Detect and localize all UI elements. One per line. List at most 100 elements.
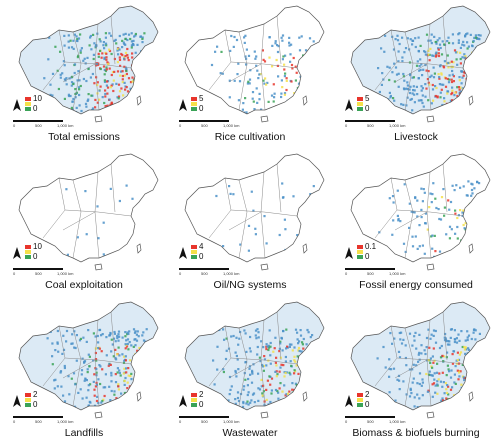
emission-cell: [235, 375, 238, 378]
emission-cell: [95, 371, 98, 374]
emission-cell: [284, 54, 287, 57]
emission-cell: [470, 253, 473, 256]
emission-cell: [131, 197, 134, 200]
emission-cell: [434, 341, 438, 344]
emission-cell: [420, 110, 423, 114]
emission-cell: [474, 377, 478, 380]
emission-cell: [282, 407, 286, 410]
legend-colorbar: [25, 245, 31, 261]
emission-cell: [278, 350, 281, 353]
emission-cell: [67, 94, 71, 98]
emission-cell: [251, 112, 254, 114]
emission-cell: [295, 393, 298, 396]
emission-cell: [74, 408, 77, 410]
emission-cell: [469, 240, 472, 243]
emission-cell: [471, 82, 474, 86]
emission-cell: [468, 81, 471, 84]
emission-cell: [414, 45, 417, 49]
emission-cell: [383, 50, 386, 53]
emission-cell: [440, 344, 443, 348]
emission-cell: [444, 332, 447, 336]
emission-cell: [123, 383, 126, 386]
emission-cell: [421, 101, 424, 105]
emission-cell: [430, 42, 433, 45]
emission-cell: [479, 34, 482, 37]
emission-cell: [476, 342, 479, 345]
emission-cell: [441, 40, 444, 43]
emission-cell: [93, 42, 96, 45]
emission-cell: [285, 399, 288, 402]
emission-cell: [296, 402, 299, 406]
emission-cell: [277, 391, 280, 394]
emission-cell: [129, 96, 132, 99]
emission-cell: [448, 370, 451, 373]
emission-cell: [272, 350, 275, 353]
emission-cell: [473, 372, 476, 375]
emission-cell: [454, 91, 457, 94]
emission-cell: [126, 47, 129, 51]
emission-cell: [249, 401, 252, 404]
emission-cell: [477, 37, 480, 40]
emission-cell: [110, 73, 113, 77]
emission-cell: [78, 93, 81, 97]
emission-cell: [457, 259, 460, 262]
emission-cell: [95, 383, 98, 386]
emission-cell: [451, 42, 455, 45]
emission-cell: [74, 383, 77, 386]
emission-cell: [143, 109, 146, 112]
emission-cell: [477, 397, 480, 400]
emission-cell: [391, 71, 394, 74]
country-outline: [18, 153, 159, 263]
emission-cell: [430, 102, 433, 105]
emission-cell: [425, 87, 428, 90]
emission-cell: [144, 387, 147, 390]
emission-cell: [297, 349, 300, 352]
emission-cell: [84, 102, 88, 105]
emission-cell: [117, 388, 120, 391]
emission-cell: [437, 54, 441, 58]
emission-cell: [106, 86, 110, 89]
emission-cell: [256, 345, 259, 349]
emission-cell: [129, 87, 132, 90]
emission-cell: [108, 116, 110, 118]
emission-cell: [473, 36, 476, 39]
emission-cell: [453, 49, 457, 52]
emission-cell: [430, 74, 433, 77]
emission-cell: [448, 61, 451, 64]
emission-cell: [104, 105, 107, 108]
province-boundary: [228, 359, 262, 379]
emission-cell: [285, 328, 288, 331]
emission-cell: [473, 372, 476, 375]
emission-cell: [431, 234, 434, 237]
emission-cell: [95, 359, 98, 362]
emission-cell: [434, 94, 437, 98]
emission-cell: [97, 401, 100, 405]
emission-cell: [127, 59, 130, 62]
emission-cell: [306, 374, 309, 377]
emission-cell: [299, 394, 302, 397]
emission-cell: [96, 101, 99, 104]
emission-cell: [438, 37, 441, 40]
emission-cell: [114, 340, 117, 343]
emission-cell: [257, 399, 260, 402]
emission-cell: [434, 112, 437, 114]
emission-cell: [430, 33, 433, 36]
emission-cell: [267, 348, 270, 352]
emission-cell: [80, 47, 83, 50]
emission-cell: [247, 377, 250, 381]
emission-cell: [241, 405, 245, 408]
emission-cell: [423, 50, 426, 53]
emission-cell: [308, 366, 311, 369]
emission-cell: [425, 33, 429, 36]
emission-cell: [442, 381, 445, 384]
emission-cell: [308, 407, 311, 410]
emission-cell: [467, 358, 470, 362]
emission-cell: [442, 65, 445, 68]
emission-cell: [124, 104, 127, 107]
country-fill: [185, 154, 324, 262]
emission-cell: [260, 340, 263, 343]
emission-cell: [477, 72, 480, 75]
emission-cell: [126, 56, 129, 59]
emission-cell: [237, 399, 241, 403]
emission-cell: [116, 336, 119, 340]
